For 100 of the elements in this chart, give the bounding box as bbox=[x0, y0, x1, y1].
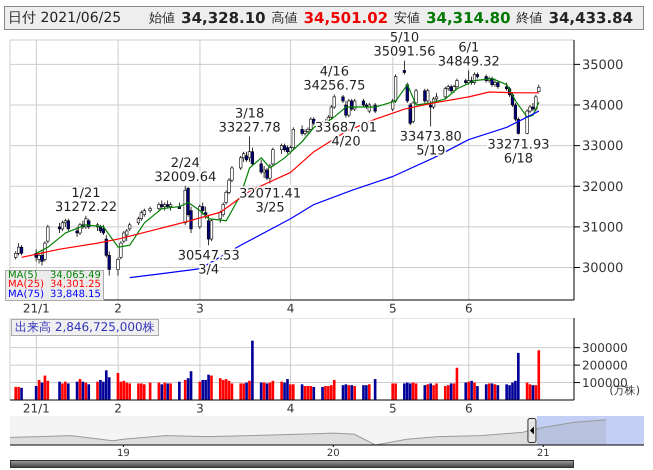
y-tick-label: 35000 bbox=[582, 58, 624, 73]
candlestick bbox=[102, 224, 105, 236]
bar bbox=[166, 383, 169, 400]
bar bbox=[87, 384, 90, 400]
bar bbox=[64, 382, 67, 400]
bar bbox=[414, 383, 418, 400]
bar bbox=[207, 374, 210, 400]
candlestick bbox=[37, 252, 41, 264]
bar bbox=[306, 386, 310, 400]
x-tick-label: 4 bbox=[286, 402, 294, 416]
series-label: MA(5) bbox=[8, 270, 38, 281]
chart-title: 日付 2021/06/25 bbox=[8, 9, 122, 27]
annotation: 4/16 bbox=[320, 64, 349, 80]
x-tick-label: 21 bbox=[536, 448, 550, 460]
bar bbox=[122, 380, 126, 400]
candlestick bbox=[75, 226, 79, 238]
text: 始値 bbox=[149, 10, 176, 27]
annotation: 35091.56 bbox=[373, 44, 436, 60]
text: MA(75) bbox=[8, 289, 44, 300]
bar bbox=[286, 379, 289, 400]
bar bbox=[494, 384, 496, 400]
candlestick bbox=[309, 116, 312, 132]
text: 34,501.02 bbox=[304, 9, 388, 27]
bar bbox=[38, 380, 40, 400]
bar bbox=[537, 350, 540, 400]
bar bbox=[160, 384, 164, 400]
bar bbox=[20, 388, 23, 400]
bar bbox=[142, 384, 146, 400]
bar bbox=[412, 382, 414, 400]
bar bbox=[169, 383, 172, 400]
bar bbox=[163, 382, 166, 400]
bar bbox=[391, 383, 394, 400]
bar bbox=[300, 384, 304, 400]
y-tick-label: 34000 bbox=[582, 98, 624, 114]
bar bbox=[368, 384, 371, 400]
y-tick-label: 33000 bbox=[582, 139, 624, 154]
annotation: 33227.78 bbox=[218, 120, 281, 136]
text: 34,433.84 bbox=[548, 9, 634, 27]
bar bbox=[198, 382, 202, 400]
bar bbox=[526, 382, 528, 400]
bar bbox=[432, 385, 435, 400]
bar bbox=[99, 380, 102, 400]
bar bbox=[76, 382, 78, 400]
bar bbox=[473, 382, 476, 400]
annotation: 33473.80 bbox=[400, 129, 462, 144]
bar bbox=[14, 386, 18, 400]
bar bbox=[239, 383, 242, 400]
bar bbox=[184, 380, 187, 400]
bar bbox=[125, 382, 128, 400]
bar bbox=[424, 385, 426, 400]
bar bbox=[82, 382, 84, 400]
candlestick bbox=[402, 60, 406, 75]
bar bbox=[78, 379, 82, 400]
bar bbox=[406, 382, 409, 400]
bar bbox=[61, 383, 64, 400]
candlestick bbox=[265, 168, 269, 181]
bar bbox=[17, 386, 20, 400]
text: 34,328.10 bbox=[181, 9, 266, 27]
x-tick-label: 3 bbox=[196, 302, 204, 316]
text: 終値 bbox=[516, 10, 543, 27]
bar bbox=[178, 382, 181, 400]
bar bbox=[505, 384, 508, 400]
bar bbox=[484, 384, 488, 400]
bar bbox=[84, 382, 88, 400]
bar bbox=[222, 380, 224, 400]
bar bbox=[304, 386, 306, 400]
bar bbox=[262, 382, 266, 400]
x-tick-label: 4 bbox=[286, 302, 294, 316]
bar bbox=[104, 370, 108, 400]
bar bbox=[137, 383, 140, 400]
bar bbox=[251, 340, 254, 400]
bar bbox=[266, 383, 268, 400]
bar bbox=[321, 386, 324, 400]
bar bbox=[365, 385, 368, 400]
candlestick bbox=[60, 220, 64, 232]
x-tick-label: 21/1 bbox=[22, 302, 50, 316]
candlestick bbox=[58, 222, 62, 234]
bar bbox=[446, 385, 450, 400]
bar bbox=[456, 368, 458, 400]
bar bbox=[394, 383, 397, 400]
bar bbox=[467, 382, 470, 400]
x-tick-label: 19 bbox=[116, 448, 130, 460]
bar bbox=[58, 382, 61, 400]
candlestick bbox=[248, 136, 252, 162]
candlestick bbox=[292, 126, 295, 150]
bar bbox=[158, 382, 160, 400]
candlestick bbox=[210, 218, 214, 242]
annotation: 34849.32 bbox=[438, 54, 500, 70]
bar bbox=[40, 382, 44, 400]
x-tick-label: 6 bbox=[464, 402, 473, 416]
bar bbox=[228, 380, 230, 400]
text: 高値 bbox=[272, 10, 298, 27]
candlestick bbox=[280, 143, 284, 154]
candlestick bbox=[206, 214, 210, 246]
annotation: 6/18 bbox=[504, 152, 534, 167]
bar bbox=[362, 385, 365, 400]
bar bbox=[435, 383, 438, 400]
y-tick-label: 200000 bbox=[582, 358, 628, 372]
bar bbox=[310, 386, 312, 400]
bar bbox=[444, 386, 447, 400]
